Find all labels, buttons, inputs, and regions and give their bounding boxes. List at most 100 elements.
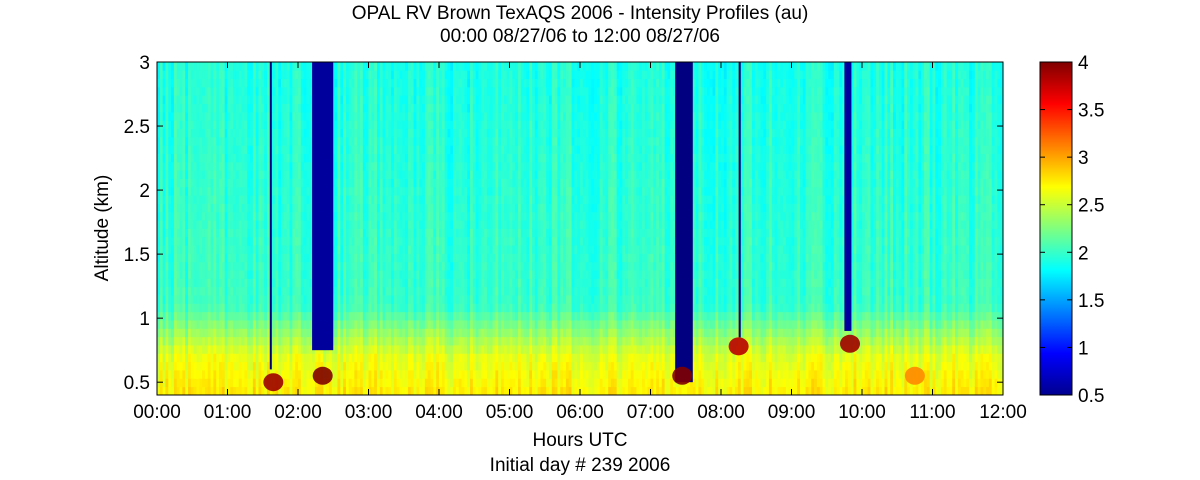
heatmap-cell xyxy=(424,103,429,113)
heatmap-cell xyxy=(506,161,510,171)
heatmap-cell xyxy=(489,128,493,138)
heatmap-cell xyxy=(204,95,209,105)
heatmap-cell xyxy=(190,120,195,129)
heatmap-cell xyxy=(275,120,279,129)
heatmap-cell xyxy=(162,370,166,379)
heatmap-cell xyxy=(371,336,375,346)
heatmap-cell xyxy=(289,295,293,304)
heatmap-cell xyxy=(399,320,403,329)
heatmap-cell xyxy=(362,245,367,254)
heatmap-cell xyxy=(241,111,245,121)
heatmap-cell xyxy=(467,120,471,129)
heatmap-cell xyxy=(331,320,336,329)
heatmap-cell xyxy=(393,361,398,371)
heatmap-cell xyxy=(264,120,268,129)
heatmap-cell xyxy=(213,345,217,354)
heatmap-cell xyxy=(224,286,228,296)
heatmap-cell xyxy=(467,145,471,154)
heatmap-cell xyxy=(261,153,265,163)
heatmap-cell xyxy=(360,195,364,204)
heatmap-cell xyxy=(230,303,234,313)
heatmap-cell xyxy=(478,128,482,138)
heatmap-cell xyxy=(501,311,505,321)
heatmap-cell xyxy=(331,161,336,171)
heatmap-cell xyxy=(430,336,434,346)
heatmap-cell xyxy=(190,311,195,321)
heatmap-cell xyxy=(348,203,352,213)
heatmap-cell xyxy=(489,261,493,271)
heatmap-cell xyxy=(503,86,508,96)
heatmap-cell xyxy=(365,236,369,246)
heatmap-cell xyxy=(281,203,285,213)
heatmap-cell xyxy=(193,186,197,196)
heatmap-cell xyxy=(185,178,189,188)
heatmap-cell xyxy=(171,103,175,113)
heatmap-cell xyxy=(374,253,378,263)
heatmap-cell xyxy=(196,370,200,379)
heatmap-cell xyxy=(292,128,296,138)
heatmap-cell xyxy=(173,253,178,263)
heatmap-cell xyxy=(399,203,403,213)
heatmap-cell xyxy=(286,261,290,271)
heatmap-cell xyxy=(182,228,186,238)
heatmap-cell xyxy=(258,353,262,363)
heatmap-cell xyxy=(486,286,491,296)
heatmap-cell xyxy=(407,228,412,238)
heatmap-cell xyxy=(495,136,499,146)
heatmap-cell xyxy=(393,328,398,338)
heatmap-cell xyxy=(224,70,228,80)
heatmap-cell xyxy=(498,270,502,279)
heatmap-cell xyxy=(252,70,257,80)
heatmap-cell xyxy=(422,370,426,379)
heatmap-cell xyxy=(235,345,240,354)
heatmap-cell xyxy=(179,86,183,96)
heatmap-cell xyxy=(396,253,400,263)
heatmap-cell xyxy=(250,303,254,313)
heatmap-cell xyxy=(261,345,265,354)
heatmap-cell xyxy=(196,345,200,354)
heatmap-cell xyxy=(345,95,350,105)
heatmap-cell xyxy=(190,145,195,154)
heatmap-cell xyxy=(402,170,406,179)
heatmap-cell xyxy=(210,153,214,163)
heatmap-cell xyxy=(410,120,415,129)
heatmap-cell xyxy=(351,195,355,204)
heatmap-cell xyxy=(382,320,386,329)
heatmap-cell xyxy=(244,178,248,188)
heatmap-cell xyxy=(264,136,268,146)
heatmap-cell xyxy=(162,195,166,204)
heatmap-cell xyxy=(501,95,505,105)
heatmap-cell xyxy=(334,78,338,88)
heatmap-cell xyxy=(281,270,285,279)
heatmap-cell xyxy=(453,345,457,354)
heatmap-cell xyxy=(309,95,313,105)
heatmap-cell xyxy=(447,286,451,296)
heatmap-cell xyxy=(340,286,344,296)
heatmap-cell xyxy=(424,62,429,71)
heatmap-cell xyxy=(478,336,482,346)
heatmap-cell xyxy=(337,261,341,271)
heatmap-cell xyxy=(453,153,457,163)
heatmap-cell xyxy=(427,70,431,80)
heatmap-cell xyxy=(351,161,355,171)
heatmap-cell xyxy=(345,62,350,71)
heatmap-cell xyxy=(278,336,282,346)
heatmap-cell xyxy=(470,220,474,229)
heatmap-cell xyxy=(235,303,240,313)
heatmap-cell xyxy=(455,378,460,388)
heatmap-cell xyxy=(436,303,440,313)
heatmap-cell xyxy=(281,245,285,254)
heatmap-cell xyxy=(258,386,262,396)
heatmap-cell xyxy=(402,86,406,96)
heatmap-cell xyxy=(176,136,180,146)
heatmap-cell xyxy=(422,278,426,288)
heatmap-cell xyxy=(481,236,485,246)
heatmap-cell xyxy=(441,336,446,346)
heatmap-cell xyxy=(312,353,316,363)
heatmap-cell xyxy=(157,153,161,163)
heatmap-cell xyxy=(453,86,457,96)
heatmap-cell xyxy=(345,261,350,271)
heatmap-cell xyxy=(506,328,510,338)
heatmap-cell xyxy=(281,261,285,271)
heatmap-cell xyxy=(388,378,392,388)
